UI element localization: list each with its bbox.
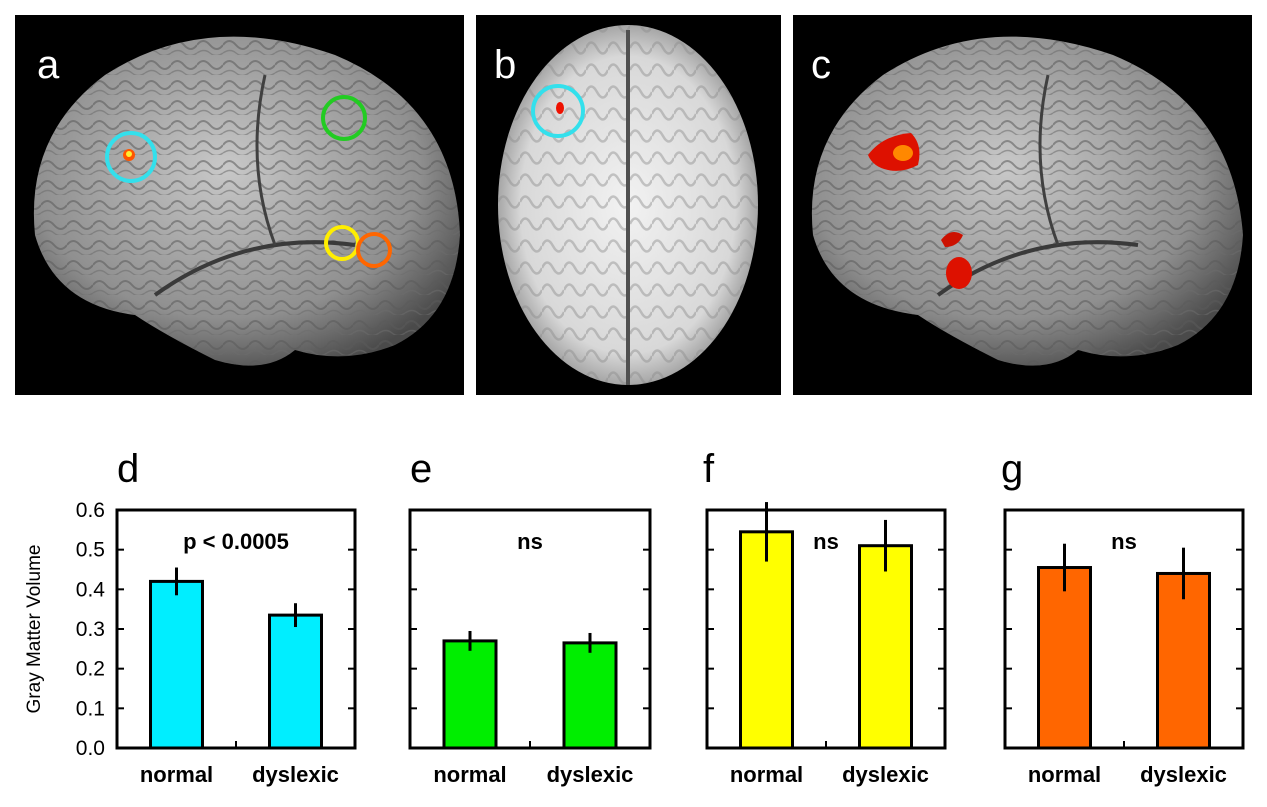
significance-label: ns (517, 529, 543, 554)
y-tick-label: 0.6 (76, 499, 105, 522)
brain-axial-image (498, 25, 758, 385)
activation-blob-temporal-lower (946, 257, 972, 289)
roi-cyan-circle (531, 84, 585, 138)
brain-lateral-activation-image (811, 36, 1243, 366)
bar-normal (149, 579, 204, 750)
panel-label-a: a (37, 43, 60, 87)
panel-label-g: g (1001, 447, 1023, 491)
activation-blob (556, 102, 564, 114)
significance-label: ns (813, 529, 839, 554)
bar-dyslexic (562, 641, 618, 750)
roi-markers (105, 95, 392, 268)
x-tick-label-normal: normal (1028, 762, 1101, 787)
roi-markers-b (531, 84, 585, 138)
activation-core (126, 151, 132, 157)
bar-normal (739, 530, 794, 750)
activation-core-frontal (893, 145, 913, 161)
roi-cyan-circle (105, 131, 157, 183)
y-tick-label: 0.0 (76, 737, 105, 760)
x-tick-label-dyslexic: dyslexic (842, 762, 929, 787)
y-tick-label: 0.1 (76, 697, 105, 720)
bar-dyslexic (858, 544, 913, 750)
y-tick-label: 0.3 (76, 618, 105, 641)
brain-panel-c: c (793, 15, 1252, 395)
activation-blob-temporal-upper (941, 231, 963, 247)
x-tick-label-normal: normal (730, 762, 803, 787)
x-tick-label-dyslexic: dyslexic (252, 762, 339, 787)
panel-label-b: b (494, 43, 517, 87)
panel-label-c: c (811, 43, 831, 87)
x-tick-label-dyslexic: dyslexic (1140, 762, 1227, 787)
bar-dyslexic (268, 613, 323, 750)
panel-label-d: d (117, 447, 139, 491)
y-tick-label: 0.2 (76, 658, 105, 681)
brain-panel-b: b (476, 15, 781, 395)
brain-panel-a: a (15, 15, 464, 395)
panel-label-e: e (410, 447, 432, 491)
significance-label: p < 0.0005 (183, 529, 289, 554)
significance-label: ns (1111, 529, 1137, 554)
y-axis-label: Gray Matter Volume (24, 545, 45, 714)
y-tick-label: 0.4 (76, 578, 106, 601)
y-tick-label: 0.5 (76, 539, 105, 562)
x-tick-label-normal: normal (140, 762, 213, 787)
x-tick-label-dyslexic: dyslexic (547, 762, 634, 787)
panel-label-f: f (703, 447, 715, 491)
x-tick-label-normal: normal (433, 762, 506, 787)
roi-green-circle (321, 95, 367, 141)
brain-lateral-image (33, 36, 461, 366)
bar-normal (442, 639, 498, 750)
roi-orange-circle (356, 232, 392, 268)
bar-normal (1037, 566, 1092, 750)
bar-dyslexic (1156, 571, 1211, 750)
